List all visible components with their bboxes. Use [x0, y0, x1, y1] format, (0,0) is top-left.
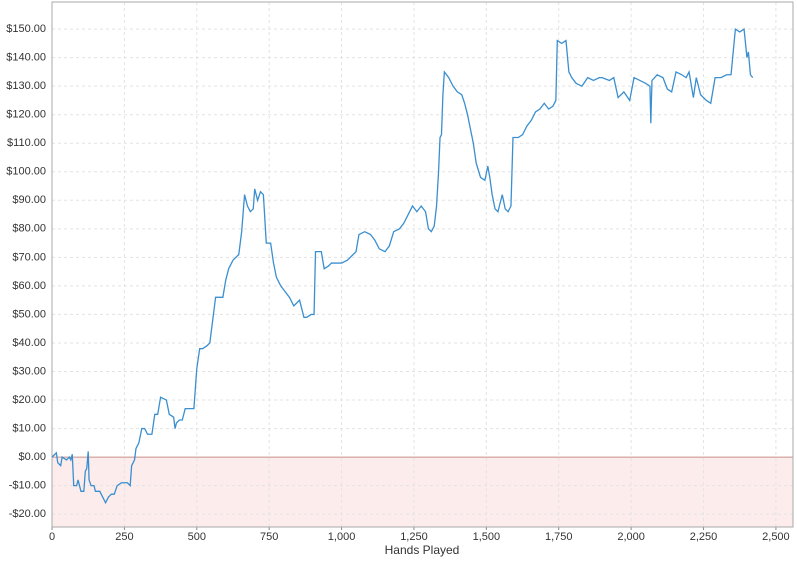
y-tick-label: $70.00: [12, 251, 46, 263]
x-tick-label: 750: [260, 531, 278, 543]
y-tick-label: $0.00: [18, 451, 46, 463]
x-tick-label: 1,000: [328, 531, 356, 543]
x-tick-label: 1,500: [473, 531, 501, 543]
x-tick-label: 0: [49, 531, 55, 543]
x-tick-label: 2,250: [690, 531, 718, 543]
plot-border: [51, 1, 794, 528]
data-line: [51, 27, 754, 505]
y-tick-label: $50.00: [12, 308, 46, 320]
x-tick-label: 500: [188, 531, 206, 543]
negative-region: [52, 457, 793, 527]
y-tick-label: $80.00: [12, 223, 46, 235]
y-tick-label: $110.00: [7, 137, 46, 149]
y-tick-label: $140.00: [6, 52, 46, 64]
x-tick-label: 1,250: [400, 531, 428, 543]
y-tick-label: -$10.00: [9, 480, 46, 492]
y-tick-label: $30.00: [12, 365, 46, 377]
y-tick-label: $10.00: [12, 422, 46, 434]
y-tick-label: $40.00: [12, 337, 46, 349]
y-tick-label: $100.00: [6, 166, 46, 178]
x-tick-label: 2,500: [762, 531, 790, 543]
y-tick-label: $150.00: [6, 23, 46, 35]
x-tick-label: 2,000: [617, 531, 645, 543]
y-tick-label: $130.00: [6, 80, 46, 92]
y-tick-label: $120.00: [6, 109, 46, 121]
y-tick-label: -$20.00: [9, 508, 46, 520]
x-tick-label: 1,750: [545, 531, 573, 543]
y-tick-label: $90.00: [12, 194, 46, 206]
y-tick-label: $20.00: [12, 394, 46, 406]
x-axis-label: Hands Played: [385, 543, 460, 557]
x-tick-label: 250: [115, 531, 133, 543]
y-tick-label: $60.00: [12, 280, 46, 292]
